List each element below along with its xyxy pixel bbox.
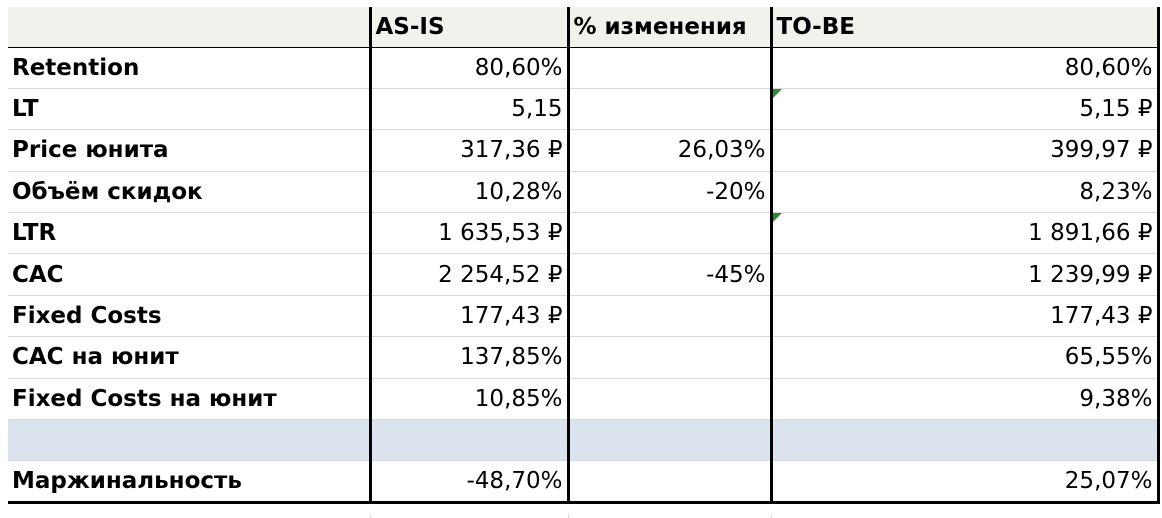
header-cell-to-be[interactable]: TO-BE: [769, 7, 1160, 48]
to-be-value-cell[interactable]: 65,55%: [769, 336, 1160, 379]
table-row: CAC на юнит 137,85% 65,55%: [8, 336, 1160, 379]
row-label-cell[interactable]: LTR: [8, 212, 371, 255]
change-value-cell[interactable]: 26,03%: [566, 129, 772, 172]
header-row: AS-IS% изменения TO-BE: [8, 7, 1160, 48]
as-is-value-cell[interactable]: 137,85%: [368, 336, 569, 379]
row-label-cell[interactable]: LT: [8, 88, 371, 131]
header-cell-change[interactable]: % изменения: [566, 7, 772, 48]
change-value-cell[interactable]: [566, 336, 772, 379]
table-row: Маржинальность -48,70% 25,07%: [8, 460, 1160, 504]
to-be-value-cell[interactable]: 399,97 ₽: [769, 129, 1160, 172]
table-row: Объём скидок 10,28% -20% 8,23%: [8, 171, 1160, 214]
to-be-value-cell[interactable]: 25,07%: [769, 460, 1160, 504]
as-is-value-cell[interactable]: 2 254,52 ₽: [368, 253, 569, 296]
to-be-value-cell[interactable]: [769, 419, 1160, 462]
change-value-cell[interactable]: -20%: [566, 171, 772, 214]
row-label-cell[interactable]: CAC: [8, 253, 371, 296]
change-value-cell[interactable]: [566, 460, 772, 504]
change-value-cell[interactable]: [566, 47, 772, 89]
to-be-value-cell[interactable]: 80,60%: [769, 47, 1160, 89]
change-value-cell[interactable]: [566, 88, 772, 131]
row-label-cell[interactable]: Маржинальность: [8, 460, 371, 504]
change-value-cell[interactable]: -45%: [566, 253, 772, 296]
change-value-cell[interactable]: [566, 419, 772, 462]
as-is-value-cell[interactable]: 10,28%: [368, 171, 569, 214]
row-label-cell[interactable]: [8, 419, 371, 462]
table-row: Retention 80,60% 80,60%: [8, 47, 1160, 89]
row-label-cell[interactable]: Fixed Costs на юнит: [8, 378, 371, 421]
gridlines-below: [0, 514, 1162, 518]
as-is-value-cell[interactable]: 10,85%: [368, 378, 569, 421]
as-is-value-cell[interactable]: 177,43 ₽: [368, 295, 569, 338]
as-is-value-cell[interactable]: 5,15: [368, 88, 569, 131]
row-label-cell[interactable]: Объём скидок: [8, 171, 371, 214]
row-label-cell[interactable]: Retention: [8, 47, 371, 89]
blank-row: [8, 419, 1160, 462]
row-label-cell[interactable]: CAC на юнит: [8, 336, 371, 379]
header-cell-empty[interactable]: [8, 7, 371, 48]
as-is-value-cell[interactable]: 1 635,53 ₽: [368, 212, 569, 255]
as-is-value-cell[interactable]: [368, 419, 569, 462]
table-row: LTR 1 635,53 ₽ 1 891,66 ₽: [8, 212, 1160, 255]
header-cell-as-is[interactable]: AS-IS: [368, 7, 569, 48]
as-is-value-cell[interactable]: -48,70%: [368, 460, 569, 504]
table-row: Price юнита 317,36 ₽26,03% 399,97 ₽: [8, 129, 1160, 172]
change-value-cell[interactable]: [566, 212, 772, 255]
table-row: Fixed Costs 177,43 ₽177,43 ₽: [8, 295, 1160, 338]
to-be-value-cell[interactable]: 1 891,66 ₽: [769, 212, 1160, 255]
change-value-cell[interactable]: [566, 378, 772, 421]
table-row: LT 5,15 5,15 ₽: [8, 88, 1160, 131]
comparison-table: AS-IS% изменения TO-BE Retention 80,60% 80,6…: [8, 7, 1160, 504]
change-value-cell[interactable]: [566, 295, 772, 338]
comment-indicator-icon[interactable]: [774, 213, 782, 223]
row-label-cell[interactable]: Price юнита: [8, 129, 371, 172]
to-be-value-cell[interactable]: 8,23%: [769, 171, 1160, 214]
row-label-cell[interactable]: Fixed Costs: [8, 295, 371, 338]
as-is-value-cell[interactable]: 80,60%: [368, 47, 569, 89]
to-be-value-cell[interactable]: 9,38%: [769, 378, 1160, 421]
table-row: CAC 2 254,52 ₽ -45% 1 239,99 ₽: [8, 253, 1160, 296]
as-is-value-cell[interactable]: 317,36 ₽: [368, 129, 569, 172]
comment-indicator-icon[interactable]: [774, 88, 782, 98]
to-be-value-cell[interactable]: 1 239,99 ₽: [769, 253, 1160, 296]
to-be-value-cell[interactable]: 5,15 ₽: [769, 88, 1160, 131]
table-row: Fixed Costs на юнит 10,85% 9,38%: [8, 378, 1160, 421]
to-be-value-cell[interactable]: 177,43 ₽: [769, 295, 1160, 338]
